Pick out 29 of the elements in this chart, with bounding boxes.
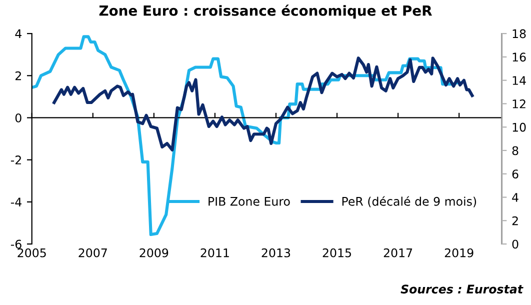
- y-tick-label: -2: [10, 156, 21, 164]
- y2-tick-label: 4: [512, 193, 518, 202]
- x-tick-label: 2017: [384, 248, 412, 258]
- y-tick-label: 0: [15, 113, 22, 122]
- x-tick-label: 2005: [18, 248, 46, 258]
- y-tick-label: -6: [10, 240, 22, 249]
- x-tick-label: 2013: [262, 248, 290, 258]
- y2-tick-label: 0: [512, 240, 518, 249]
- legend-label: PIB Zone Euro: [208, 197, 290, 206]
- x-tick-label: 2009: [140, 248, 168, 258]
- y2-tick-label: 6: [512, 170, 518, 179]
- y2-tick-label: 18: [512, 29, 526, 38]
- y-tick-label: -4: [10, 198, 22, 206]
- y2-tick-label: 8: [512, 146, 518, 156]
- x-tick-label: 2011: [200, 248, 229, 258]
- y2-tick-label: 12: [512, 99, 526, 108]
- y-tick-label: 4: [15, 29, 22, 38]
- chart-title: Zone Euro : croissance économique et PeR: [99, 4, 432, 19]
- y2-tick-label: 2: [512, 216, 518, 226]
- y2-tick-label: 10: [512, 122, 526, 132]
- source-note: Sources : Eurostat: [400, 284, 524, 294]
- x-tick-label: 2019: [444, 248, 474, 258]
- x-tick-label: 2015: [322, 248, 352, 258]
- y2-tick-label: 14: [512, 76, 526, 85]
- x-tick-label: 2007: [78, 248, 107, 258]
- y-tick-label: 2: [15, 71, 21, 80]
- line-series: [52, 56, 474, 152]
- y2-tick-label: 16: [512, 52, 526, 62]
- legend-label: PeR (décalé de 9 mois): [342, 196, 476, 208]
